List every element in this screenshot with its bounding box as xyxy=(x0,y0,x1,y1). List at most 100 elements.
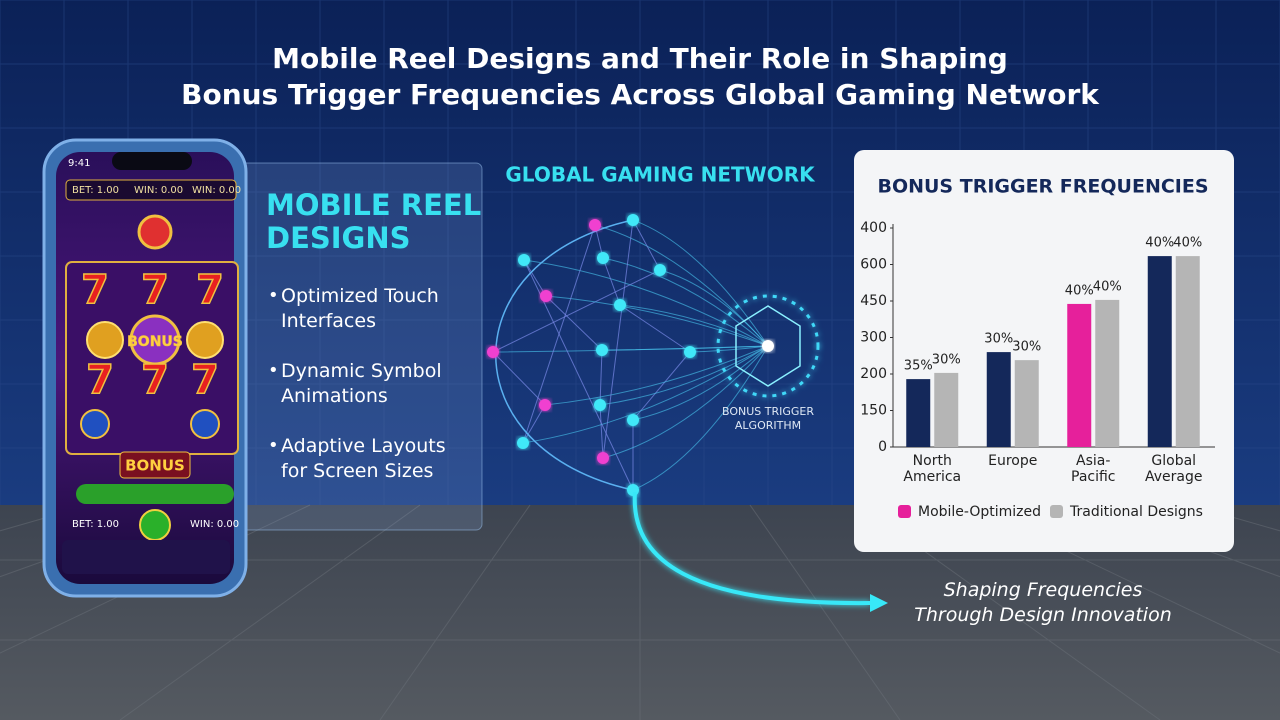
seven-symbol: 7 xyxy=(86,357,114,403)
caption: Shaping Frequencies Through Design Innova… xyxy=(914,579,1172,626)
seven-symbol: 7 xyxy=(196,267,224,313)
network-node xyxy=(654,264,666,276)
y-tick-label: 0 xyxy=(878,439,887,455)
gold-coin xyxy=(186,321,224,359)
floor-line xyxy=(749,504,901,720)
spin-button[interactable] xyxy=(139,509,171,541)
y-tick-label: 200 xyxy=(860,366,887,382)
seven-symbol: 7 xyxy=(81,267,109,313)
network-link xyxy=(523,259,769,347)
bar-annotation: 40% xyxy=(1173,236,1202,251)
network-link xyxy=(632,345,769,491)
network-link xyxy=(599,345,769,406)
chart-title: BONUS TRIGGER FREQUENCIES xyxy=(877,176,1208,198)
network-title: GLOBAL GAMING NETWORK xyxy=(505,163,816,187)
x-tick-label: Global Average xyxy=(1145,453,1203,485)
bar xyxy=(1147,256,1172,447)
top-bar xyxy=(65,179,237,201)
network-edge xyxy=(632,219,661,271)
bar-annotation: 40% xyxy=(1093,279,1122,294)
network-link xyxy=(619,304,769,347)
spin-bar xyxy=(76,484,234,504)
arrow-head xyxy=(870,594,888,612)
bar xyxy=(986,352,1011,447)
bullet-text: Dynamic Symbol Animations xyxy=(281,360,442,407)
network-node xyxy=(517,437,529,449)
network-link xyxy=(602,345,769,459)
y-tick-label: 300 xyxy=(860,330,887,346)
legend-swatch xyxy=(1050,505,1063,518)
network-link xyxy=(602,257,769,347)
network-link xyxy=(689,345,769,353)
bonus-emblem xyxy=(137,214,173,250)
network-node xyxy=(597,252,609,264)
network-link xyxy=(601,345,769,351)
network-node xyxy=(518,254,530,266)
chart-card xyxy=(854,150,1234,552)
floor-line xyxy=(119,504,421,720)
network-edge xyxy=(492,351,546,406)
hub-center xyxy=(762,340,774,352)
bar-annotation: 40% xyxy=(1065,283,1094,298)
x-tick-label: Europe xyxy=(988,453,1037,469)
network-edge xyxy=(522,404,546,444)
blue-coin xyxy=(80,409,110,439)
network-node xyxy=(627,414,639,426)
network-link xyxy=(632,219,769,347)
seven-symbol: 7 xyxy=(141,267,169,313)
network-edge xyxy=(602,219,634,459)
network-link xyxy=(522,345,769,444)
network-node xyxy=(487,346,499,358)
bar-annotation: 30% xyxy=(984,332,1013,347)
bullet-dot: • xyxy=(268,285,279,306)
bar xyxy=(934,372,959,447)
network-edge xyxy=(632,351,691,421)
network-edge xyxy=(599,349,603,406)
network-edge xyxy=(602,257,621,306)
network-edge xyxy=(619,304,691,353)
bar-annotation: 40% xyxy=(1145,236,1174,251)
seven-symbol: 7 xyxy=(191,357,219,403)
x-tick-label: North America xyxy=(903,453,961,485)
algorithm-label: BONUS TRIGGER ALGORITHM xyxy=(722,405,814,432)
network-node xyxy=(540,290,552,302)
network-edge xyxy=(492,269,661,353)
legend-label: Mobile-Optimized xyxy=(918,504,1041,520)
hub-core xyxy=(735,305,801,387)
seven-symbol: 7 xyxy=(141,357,169,403)
blue-coin xyxy=(190,409,220,439)
bar-annotation: 30% xyxy=(932,352,961,367)
legend-label: Traditional Designs xyxy=(1069,504,1203,520)
network-edge xyxy=(545,295,603,351)
y-tick-label: 600 xyxy=(860,257,887,273)
gold-coin xyxy=(86,321,124,359)
y-tick-label: 400 xyxy=(860,220,887,236)
top-bar-label: BET: 1.00 xyxy=(72,185,119,196)
bullet-text: Adaptive Layouts for Screen Sizes xyxy=(281,435,446,482)
top-bar-label: WIN: 0.00 xyxy=(134,185,183,196)
network-node xyxy=(627,214,639,226)
network-link xyxy=(632,345,769,421)
network-node xyxy=(594,399,606,411)
y-tick-label: 150 xyxy=(860,403,887,419)
y-tick-label: 450 xyxy=(860,293,887,309)
phone-time: 9:41 xyxy=(68,158,90,169)
bonus-symbol: BONUS xyxy=(127,334,183,350)
network-link xyxy=(544,345,769,406)
panel-heading: MOBILE REEL DESIGNS xyxy=(266,188,481,255)
hub-ring xyxy=(716,294,820,398)
network-node xyxy=(596,344,608,356)
banner-label: BONUS xyxy=(125,457,185,475)
network-node xyxy=(539,399,551,411)
bottom-bar-label: BET: 1.00 xyxy=(72,519,119,530)
flow-arrow xyxy=(632,491,871,606)
bullet-dot: • xyxy=(268,435,279,456)
network-node xyxy=(684,346,696,358)
bar xyxy=(1095,299,1120,447)
legend-swatch xyxy=(898,505,911,518)
phone-notch xyxy=(112,152,192,170)
bullet-text: Optimized Touch Interfaces xyxy=(281,285,439,332)
network-node xyxy=(614,299,626,311)
bullet-dot: • xyxy=(268,360,279,381)
bar xyxy=(906,379,931,447)
